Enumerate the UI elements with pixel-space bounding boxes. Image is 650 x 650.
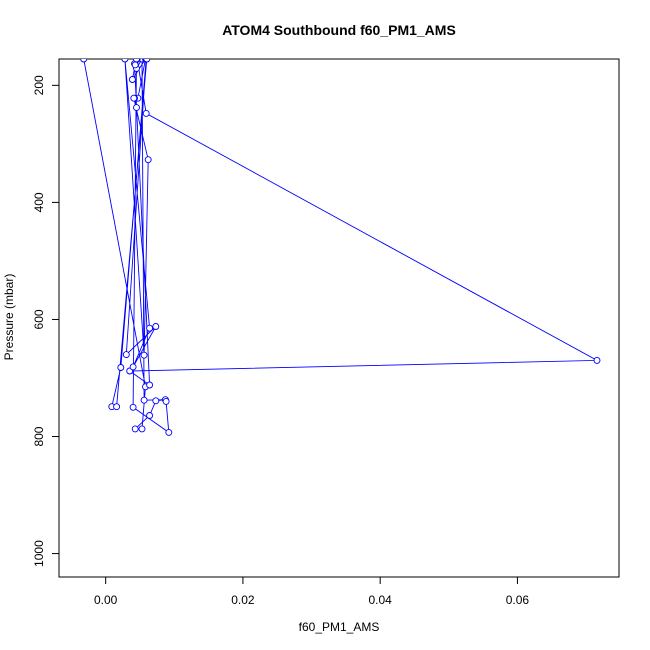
x-tick-label: 0.04: [368, 593, 392, 607]
x-axis: 0.00 0.02 0.04 0.06: [94, 576, 530, 607]
data-point: [129, 403, 137, 411]
data-point: [140, 351, 148, 359]
y-tick-label: 1000: [32, 540, 46, 567]
data-point: [129, 363, 137, 371]
data-point: [80, 59, 88, 63]
plot-area: [58, 58, 620, 578]
data-point: [152, 323, 160, 330]
data-point: [146, 324, 154, 332]
x-tick-label: 0.00: [94, 593, 118, 607]
data-point: [122, 351, 130, 359]
data-point: [117, 364, 125, 371]
data-point: [165, 428, 173, 436]
data-point: [131, 61, 139, 69]
y-axis-label: Pressure (mbar): [2, 274, 16, 361]
data-point: [121, 59, 129, 63]
data-layer: [80, 59, 601, 436]
data-point: [162, 397, 170, 405]
data-point: [140, 396, 148, 404]
data-point: [130, 94, 138, 102]
data-point: [146, 381, 154, 389]
data-point: [113, 403, 121, 411]
y-tick-label: 400: [32, 192, 46, 212]
y-tick-label: 200: [32, 75, 46, 95]
data-point: [146, 412, 154, 419]
data-point: [128, 76, 136, 83]
series-line: [83, 59, 599, 434]
data-point: [133, 104, 140, 112]
x-tick-label: 0.06: [506, 593, 530, 607]
data-point: [143, 59, 151, 63]
data-point: [138, 425, 146, 433]
data-point: [131, 425, 139, 433]
data-point: [133, 59, 140, 63]
y-tick-label: 800: [32, 426, 46, 446]
data-point: [152, 397, 160, 405]
data-point: [144, 156, 152, 164]
chart-title: ATOM4 Southbound f60_PM1_AMS: [222, 22, 456, 38]
x-tick-label: 0.02: [231, 593, 255, 607]
data-point: [142, 109, 150, 117]
y-axis: 200 400 600 800 1000: [32, 75, 60, 567]
x-axis-label: f60_PM1_AMS: [299, 620, 380, 634]
data-point: [593, 356, 601, 364]
y-tick-label: 600: [32, 309, 46, 329]
